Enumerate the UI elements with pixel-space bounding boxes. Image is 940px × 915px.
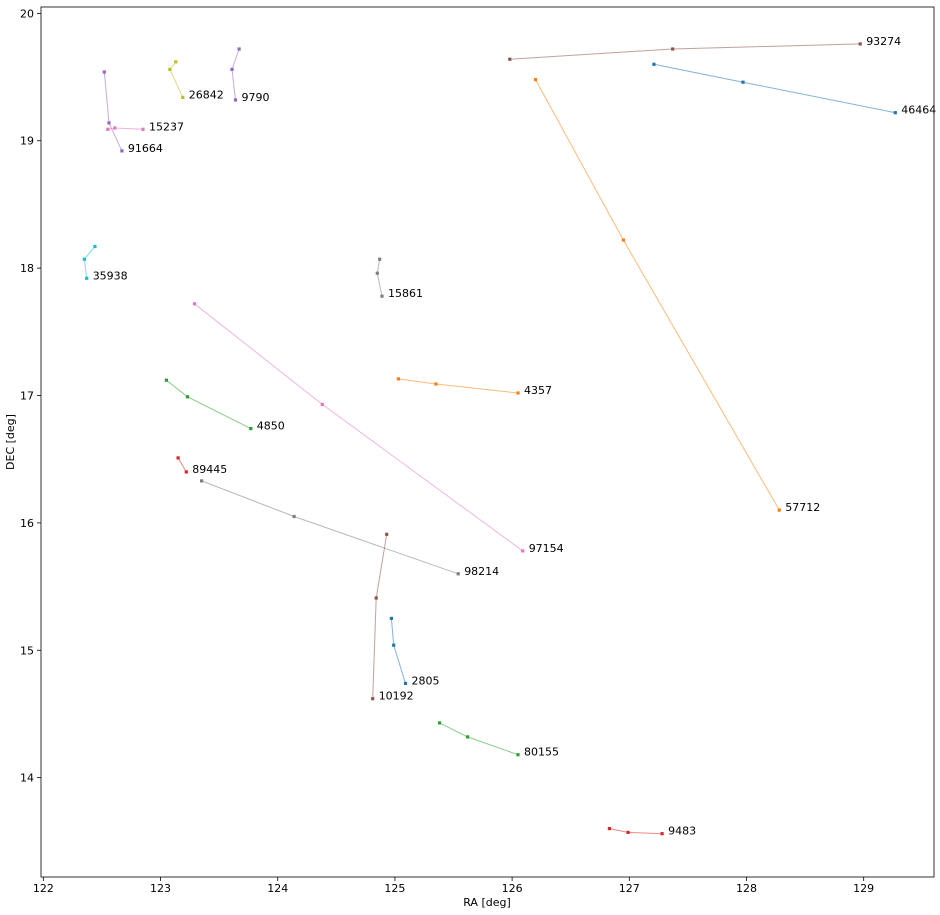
track-label-2805: 2805 xyxy=(412,674,440,687)
track-point-80155-1 xyxy=(466,735,470,739)
track-label-98214: 98214 xyxy=(464,565,499,578)
track-point-98214-1 xyxy=(292,514,296,519)
x-tick-label: 128 xyxy=(736,882,757,895)
track-label-26842: 26842 xyxy=(189,88,224,101)
track-point-97154-0 xyxy=(192,302,197,306)
track-point-15237-1 xyxy=(113,126,117,130)
track-point-9790-0 xyxy=(237,47,241,51)
x-tick-label: 123 xyxy=(150,882,171,895)
track-point-10192-0 xyxy=(385,532,389,536)
track-label-35938: 35938 xyxy=(93,269,128,282)
x-tick-label: 122 xyxy=(33,882,54,895)
track-point-15237-2 xyxy=(141,127,145,131)
track-point-57712-1 xyxy=(621,238,625,242)
plot-area-frame xyxy=(40,6,935,878)
track-point-57712-0 xyxy=(533,78,538,82)
track-labels-layer: 91664 26842 9790 15237 93274 46464 57712 35938 1… xyxy=(93,35,937,838)
track-point-46464-0 xyxy=(652,62,656,66)
track-label-15861: 15861 xyxy=(388,287,423,300)
track-point-9790-1 xyxy=(230,67,234,71)
track-point-91664-0 xyxy=(102,70,106,74)
track-point-93274-1 xyxy=(671,47,675,51)
track-point-2805-0 xyxy=(389,616,393,620)
y-axis-label: DEC [deg] xyxy=(4,414,17,470)
y-tick-label: 15 xyxy=(20,644,34,657)
track-point-26842-0 xyxy=(174,60,178,64)
track-point-15861-0 xyxy=(378,257,382,261)
track-point-4850-0 xyxy=(164,378,168,382)
track-label-89445: 89445 xyxy=(192,463,227,476)
x-axis-ticks: 122 123 124 125 126 127 128 129 xyxy=(33,877,874,895)
track-point-93274-0 xyxy=(508,57,512,61)
track-point-80155-0 xyxy=(437,721,442,725)
x-tick-label: 126 xyxy=(502,882,523,895)
track-point-26842-1 xyxy=(168,67,172,71)
x-tick-label: 127 xyxy=(619,882,640,895)
track-label-80155: 80155 xyxy=(524,746,559,759)
y-tick-label: 19 xyxy=(20,135,34,148)
x-tick-label: 125 xyxy=(384,882,405,895)
track-point-4357-1 xyxy=(434,382,438,386)
track-point-10192-2 xyxy=(371,697,375,701)
track-point-2805-1 xyxy=(392,643,396,647)
x-tick-label: 124 xyxy=(267,882,288,895)
track-point-35938-1 xyxy=(82,257,86,261)
track-point-35938-2 xyxy=(85,276,89,280)
track-point-89445-0 xyxy=(176,456,180,460)
track-point-91664-2 xyxy=(120,149,124,153)
track-point-15861-1 xyxy=(375,271,379,275)
track-point-97154-2 xyxy=(521,549,525,553)
track-point-26842-2 xyxy=(181,95,185,99)
track-line-89445 xyxy=(177,457,187,473)
track-point-4357-0 xyxy=(396,377,400,381)
track-point-9483-0 xyxy=(607,827,611,831)
y-tick-label: 14 xyxy=(20,772,34,785)
track-point-46464-2 xyxy=(893,111,897,115)
track-label-97154: 97154 xyxy=(529,542,564,555)
track-point-91664-1 xyxy=(107,121,111,125)
y-axis-ticks: 14 15 16 17 18 19 20 xyxy=(20,7,41,785)
track-label-10192: 10192 xyxy=(379,690,414,703)
track-point-98214-0 xyxy=(200,479,204,483)
track-point-4850-2 xyxy=(249,427,253,431)
track-label-46464: 46464 xyxy=(901,104,936,117)
track-point-9790-2 xyxy=(233,98,238,102)
track-point-9483-2 xyxy=(660,832,664,836)
track-point-57712-2 xyxy=(777,508,781,512)
track-point-2805-2 xyxy=(403,681,408,685)
y-tick-label: 17 xyxy=(20,390,34,403)
track-point-98214-2 xyxy=(456,572,460,576)
y-tick-label: 20 xyxy=(20,7,34,20)
track-point-80155-2 xyxy=(516,753,520,757)
track-label-15237: 15237 xyxy=(149,120,184,133)
track-point-89445-1 xyxy=(184,470,188,474)
track-label-4357: 4357 xyxy=(524,384,552,397)
track-point-15861-2 xyxy=(380,294,384,298)
track-label-4850: 4850 xyxy=(257,420,285,433)
track-point-9483-1 xyxy=(626,830,630,834)
y-tick-label: 16 xyxy=(20,517,34,530)
tracks-layer xyxy=(82,42,897,836)
track-point-15237-0 xyxy=(106,127,110,131)
track-label-9483: 9483 xyxy=(668,825,696,838)
track-point-4850-1 xyxy=(185,395,190,399)
track-label-93274: 93274 xyxy=(866,35,901,48)
track-point-10192-1 xyxy=(374,596,378,600)
x-tick-label: 129 xyxy=(853,882,874,895)
track-point-97154-1 xyxy=(320,402,324,406)
track-label-91664: 91664 xyxy=(128,142,163,155)
track-point-4357-2 xyxy=(516,391,520,395)
track-label-9790: 9790 xyxy=(242,91,270,104)
track-label-57712: 57712 xyxy=(785,501,820,514)
x-axis-label: RA [deg] xyxy=(463,896,511,909)
track-point-46464-1 xyxy=(741,80,745,84)
track-point-93274-2 xyxy=(858,42,862,46)
track-point-35938-0 xyxy=(93,244,97,249)
y-tick-label: 18 xyxy=(20,262,34,275)
